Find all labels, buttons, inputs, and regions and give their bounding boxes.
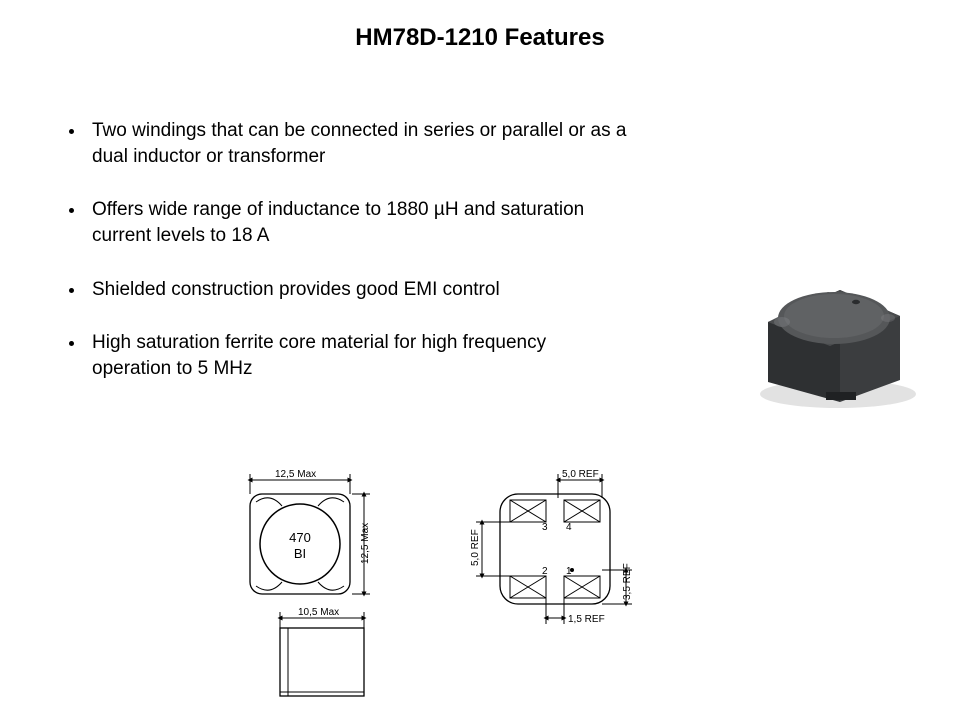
svg-text:10,5 Max: 10,5 Max bbox=[298, 607, 339, 618]
svg-text:12,5 Max: 12,5 Max bbox=[360, 523, 371, 564]
feature-item: High saturation ferrite core material fo… bbox=[86, 330, 628, 381]
svg-text:12,5 Max: 12,5 Max bbox=[275, 470, 316, 480]
svg-text:470: 470 bbox=[289, 530, 311, 545]
svg-text:2: 2 bbox=[542, 566, 548, 577]
feature-item: Two windings that can be connected in se… bbox=[86, 118, 628, 169]
svg-text:3,5 REF: 3,5 REF bbox=[622, 563, 633, 600]
svg-text:4: 4 bbox=[566, 522, 572, 533]
product-photo bbox=[730, 252, 930, 422]
feature-item: Shielded construction provides good EMI … bbox=[86, 277, 628, 303]
svg-text:5,0 REF: 5,0 REF bbox=[562, 470, 599, 480]
feature-list: Two windings that can be connected in se… bbox=[68, 118, 628, 409]
svg-text:BI: BI bbox=[294, 546, 306, 561]
svg-text:3: 3 bbox=[542, 522, 548, 533]
technical-drawings: 12,5 Max 470 BI 12,5 Max 10,5 Max bbox=[210, 470, 650, 700]
page-title: HM78D-1210 Features bbox=[0, 24, 960, 52]
diagram-side-view: 10,5 Max bbox=[280, 607, 364, 696]
diagram-top-view: 12,5 Max 470 BI 12,5 Max bbox=[250, 470, 371, 594]
feature-item: Offers wide range of inductance to 1880 … bbox=[86, 197, 628, 248]
diagram-footprint: 5,0 REF 3 4 2 1 5,0 REF bbox=[470, 470, 633, 625]
svg-text:1,5 REF: 1,5 REF bbox=[568, 614, 605, 625]
svg-text:5,0 REF: 5,0 REF bbox=[470, 529, 481, 566]
